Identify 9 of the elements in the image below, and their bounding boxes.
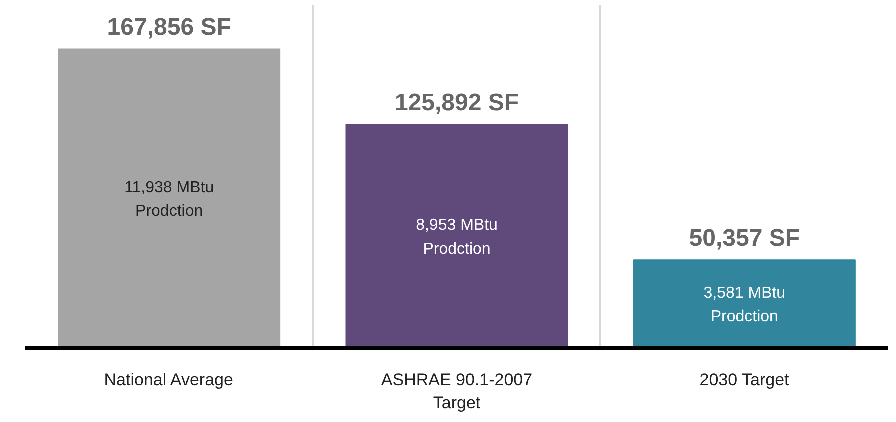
annotation: 11,938 MBtu Prodction (124, 179, 214, 220)
x-tick-label: 2030 Target (700, 370, 790, 390)
annotation: 8,953 MBtu Prodction (416, 217, 498, 258)
x-tick-label: ASHRAE 90.1-2007 Target (381, 370, 533, 412)
data-label: 125,892 SF (394, 90, 520, 117)
x-tick-label: National Average (104, 370, 234, 390)
annotation: 3,581 MBtu Prodction (704, 284, 786, 326)
data-label: 50,357 SF (689, 225, 800, 252)
data-label: 167,856 SF (107, 14, 232, 42)
